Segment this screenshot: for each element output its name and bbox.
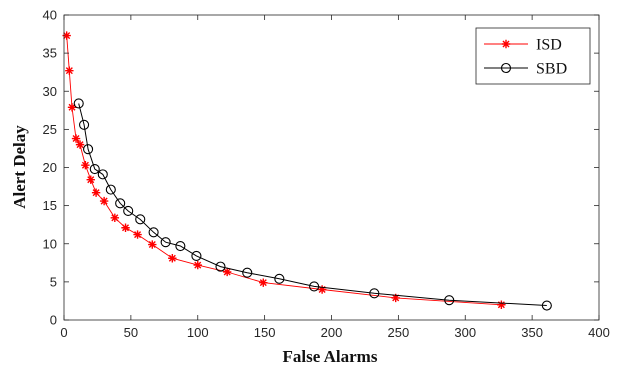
data-point-sbd bbox=[115, 198, 126, 209]
data-point-sbd bbox=[148, 227, 159, 238]
data-point-sbd bbox=[541, 300, 552, 311]
legend: ISD SBD bbox=[475, 27, 591, 85]
data-point-sbd bbox=[97, 169, 108, 180]
data-point-sbd bbox=[444, 295, 455, 306]
data-point-sbd bbox=[123, 205, 134, 217]
x-tick-label: 400 bbox=[588, 325, 610, 340]
legend-label-isd: ISD bbox=[536, 37, 562, 54]
data-point-isd bbox=[133, 230, 142, 239]
legend-entry-isd: ISD bbox=[484, 37, 562, 54]
data-point-sbd bbox=[175, 240, 186, 252]
y-tick-label: 40 bbox=[43, 8, 57, 23]
data-point-isd bbox=[62, 31, 71, 40]
data-point-isd bbox=[259, 278, 268, 287]
x-tick-label: 200 bbox=[321, 325, 343, 340]
data-point-isd bbox=[391, 293, 400, 303]
data-point-isd bbox=[121, 223, 130, 232]
data-point-isd bbox=[81, 161, 90, 170]
x-tick-label: 250 bbox=[388, 325, 410, 340]
legend-box bbox=[475, 27, 591, 85]
y-axis-label: Alert Delay bbox=[10, 125, 29, 209]
data-point-isd bbox=[317, 285, 327, 294]
data-point-sbd bbox=[160, 237, 171, 248]
data-point-sbd bbox=[89, 163, 100, 175]
legend-label-sbd: SBD bbox=[536, 61, 567, 78]
data-point-isd bbox=[110, 213, 120, 223]
data-point-isd bbox=[168, 254, 177, 263]
data-point-isd bbox=[193, 260, 202, 270]
axes: 0 50 100 150 200 250 300 350 400 0 5 10 15 20 25 30 35 40 bbox=[43, 8, 610, 341]
data-point-sbd bbox=[79, 119, 90, 130]
data-point-isd bbox=[222, 267, 232, 277]
data-point-sbd bbox=[215, 261, 226, 272]
x-tick-label: 350 bbox=[521, 325, 543, 340]
data-point-isd bbox=[148, 240, 157, 249]
data-point-isd bbox=[99, 196, 109, 206]
series-isd bbox=[62, 31, 506, 309]
x-tick-label: 100 bbox=[187, 325, 209, 340]
y-tick-label: 10 bbox=[43, 236, 57, 251]
data-point-isd bbox=[71, 134, 81, 143]
data-point-sbd bbox=[191, 250, 202, 261]
data-point-isd bbox=[497, 300, 506, 309]
data-point-sbd bbox=[83, 144, 94, 155]
data-point-sbd bbox=[309, 281, 320, 292]
y-tick-label: 35 bbox=[43, 46, 57, 61]
y-tick-label: 20 bbox=[43, 160, 57, 175]
y-tick-label: 25 bbox=[43, 122, 57, 137]
x-tick-label: 0 bbox=[60, 325, 67, 340]
data-point-isd bbox=[67, 103, 77, 112]
data-point-sbd bbox=[369, 288, 380, 299]
series-layer bbox=[62, 31, 552, 311]
x-axis-label: False Alarms bbox=[283, 347, 378, 366]
data-point-sbd bbox=[274, 273, 285, 284]
series-sbd bbox=[73, 98, 552, 311]
legend-entry-sbd: SBD bbox=[484, 61, 567, 78]
legend-marker-sbd bbox=[500, 62, 512, 74]
y-tick-label: 30 bbox=[43, 84, 57, 99]
y-tick-label: 15 bbox=[43, 198, 57, 213]
x-tick-label: 300 bbox=[454, 325, 476, 340]
x-tick-label: 150 bbox=[254, 325, 276, 340]
y-tick-label: 0 bbox=[50, 313, 57, 328]
y-tick-label: 5 bbox=[50, 274, 57, 289]
legend-marker-isd bbox=[501, 39, 511, 49]
data-point-isd bbox=[91, 188, 101, 197]
data-point-isd bbox=[65, 66, 74, 75]
x-tick-label: 50 bbox=[124, 325, 138, 340]
data-point-sbd bbox=[105, 184, 116, 195]
data-point-isd bbox=[86, 175, 95, 184]
data-point-sbd bbox=[73, 98, 84, 109]
series-line-sbd bbox=[78, 103, 547, 306]
data-point-isd bbox=[75, 140, 85, 149]
data-point-sbd bbox=[135, 214, 146, 225]
data-point-sbd bbox=[242, 267, 253, 278]
